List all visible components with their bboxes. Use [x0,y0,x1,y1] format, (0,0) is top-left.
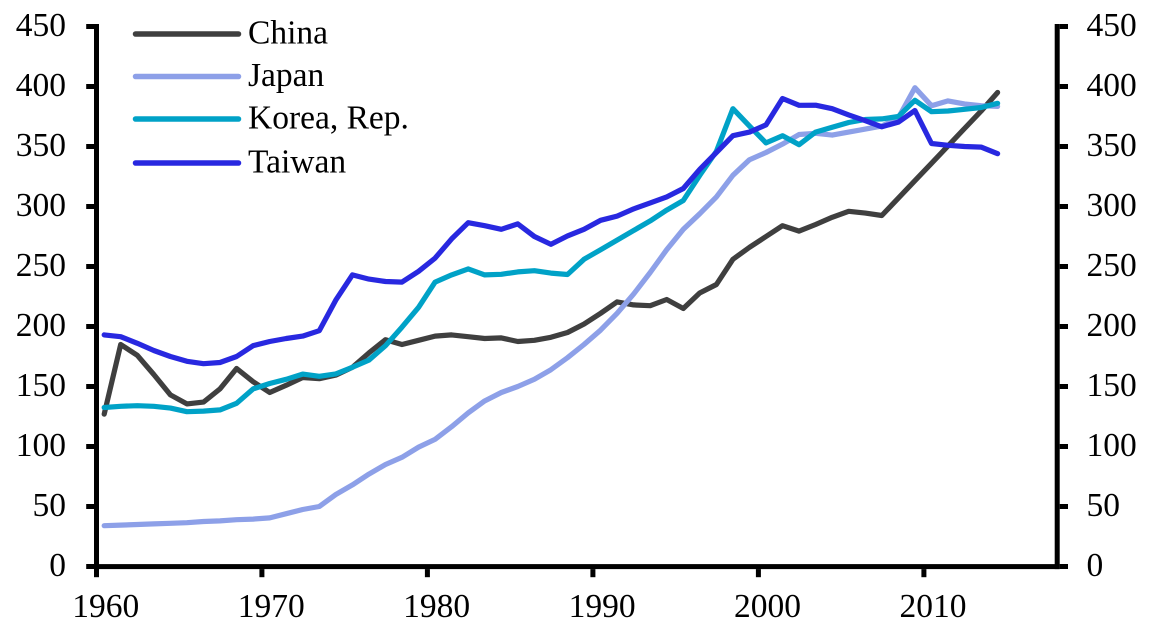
svg-text:2010: 2010 [900,588,967,625]
svg-text:100: 100 [16,427,66,464]
svg-text:200: 200 [16,307,66,344]
svg-text:150: 150 [1087,367,1137,404]
svg-text:China: China [248,14,328,51]
svg-text:Korea, Rep.: Korea, Rep. [248,99,409,136]
svg-text:0: 0 [49,547,66,584]
svg-text:50: 50 [1087,487,1121,524]
svg-text:400: 400 [16,67,66,104]
svg-text:2000: 2000 [734,588,801,625]
svg-text:300: 300 [16,187,66,224]
svg-text:1990: 1990 [569,588,636,625]
svg-text:250: 250 [16,247,66,284]
svg-text:250: 250 [1087,247,1137,284]
svg-text:1970: 1970 [238,588,305,625]
svg-text:0: 0 [1087,547,1104,584]
svg-text:1980: 1980 [403,588,470,625]
svg-text:450: 450 [1087,7,1137,44]
svg-text:50: 50 [33,487,67,524]
svg-text:Taiwan: Taiwan [248,143,346,180]
svg-text:100: 100 [1087,427,1137,464]
svg-text:300: 300 [1087,187,1137,224]
svg-text:350: 350 [16,127,66,164]
svg-text:350: 350 [1087,127,1137,164]
svg-text:150: 150 [16,367,66,404]
svg-text:Japan: Japan [248,57,325,94]
svg-text:200: 200 [1087,307,1137,344]
svg-text:1960: 1960 [72,588,139,625]
svg-text:450: 450 [16,7,66,44]
svg-text:400: 400 [1087,67,1137,104]
